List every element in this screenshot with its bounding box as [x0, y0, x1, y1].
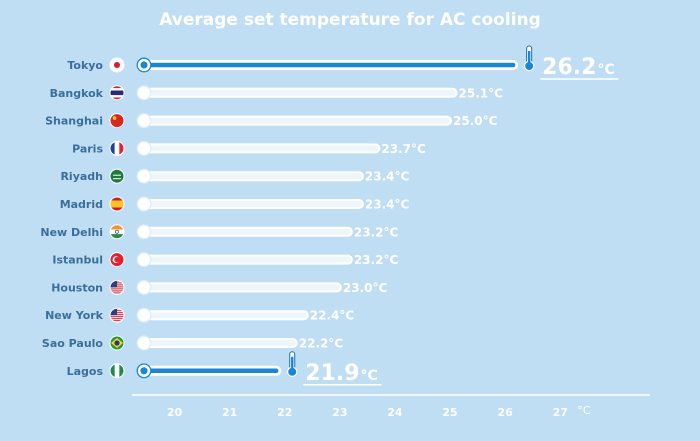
data-label-unit: °C: [361, 368, 378, 384]
bar-row: Houston 23.0°C: [51, 279, 388, 295]
x-unit-label: °C: [577, 404, 591, 417]
brazil-flag-icon: [110, 336, 124, 350]
category-label: Riyadh: [60, 170, 103, 183]
turkey-flag-icon: [110, 252, 124, 267]
category-label: Madrid: [60, 198, 103, 211]
category-label: Bangkok: [50, 87, 104, 100]
bar-row: Istanbul 23.2°C: [52, 252, 399, 268]
category-label: Shanghai: [45, 115, 103, 128]
data-label: 22.2°C: [299, 337, 344, 351]
france-flag-icon: [110, 141, 124, 156]
data-label: 25.1°C: [459, 86, 504, 100]
china-flag-icon: [110, 113, 124, 128]
data-label: 23.2°C: [354, 225, 399, 239]
data-label: 23.0°C: [343, 281, 388, 295]
bar-row: Lagos 21.9 °C: [67, 351, 382, 386]
x-tick-label: 22: [277, 406, 292, 419]
category-label: Sao Paulo: [42, 337, 104, 350]
x-tick-label: 27: [553, 406, 568, 419]
thermometer-icon: [523, 45, 535, 72]
x-tick-labels: 20 21 22 23 24 25 26 27 °C: [167, 404, 591, 419]
data-label-unit: °C: [597, 62, 614, 78]
thermometer-icon: [287, 351, 298, 377]
x-tick-label: 21: [222, 406, 237, 419]
data-label: 21.9: [305, 361, 359, 386]
nigeria-flag-icon: [110, 363, 124, 378]
data-label: 25.0°C: [453, 114, 498, 128]
category-label: New Delhi: [40, 226, 103, 239]
spain-flag-icon: [110, 197, 124, 211]
data-label: 23.4°C: [365, 198, 410, 212]
category-label: Istanbul: [52, 254, 103, 267]
data-label: 23.4°C: [365, 170, 410, 184]
thailand-flag-icon: [110, 85, 124, 100]
x-tick-label: 26: [497, 406, 513, 419]
japan-flag-icon: [110, 58, 124, 72]
bar-row: Riyadh 23.4°C: [60, 168, 410, 184]
category-label: New York: [45, 309, 104, 322]
bar-row: Bangkok 25.1°C: [50, 85, 504, 101]
data-label: 23.2°C: [354, 253, 399, 267]
bar-row: Sao Paulo 22.2°C: [42, 335, 344, 351]
x-tick-label: 20: [167, 406, 183, 419]
bar-row: Shanghai 25.0°C: [45, 113, 498, 128]
bar-row: New Delhi 23.2°C: [40, 224, 399, 240]
category-label: Tokyo: [67, 59, 103, 72]
chart-title: Average set temperature for AC cooling: [159, 10, 541, 30]
bar-row: Madrid 23.4°C: [60, 196, 410, 212]
data-label: 23.7°C: [381, 142, 426, 156]
bar-row: New York 22.4°C: [45, 307, 355, 323]
bar-row: Tokyo 26.2 °C: [67, 45, 619, 80]
data-label: 26.2: [542, 55, 596, 80]
category-label: Lagos: [67, 365, 104, 378]
x-tick-label: 23: [332, 406, 347, 419]
india-flag-icon: [110, 224, 124, 239]
category-label: Paris: [72, 142, 103, 155]
bar-row: Paris 23.7°C: [72, 140, 426, 156]
saudi-arabia-flag-icon: [110, 169, 124, 184]
x-tick-label: 25: [442, 406, 457, 419]
category-label: Houston: [51, 281, 103, 294]
x-tick-label: 24: [387, 406, 403, 419]
data-label: 22.4°C: [310, 309, 355, 323]
